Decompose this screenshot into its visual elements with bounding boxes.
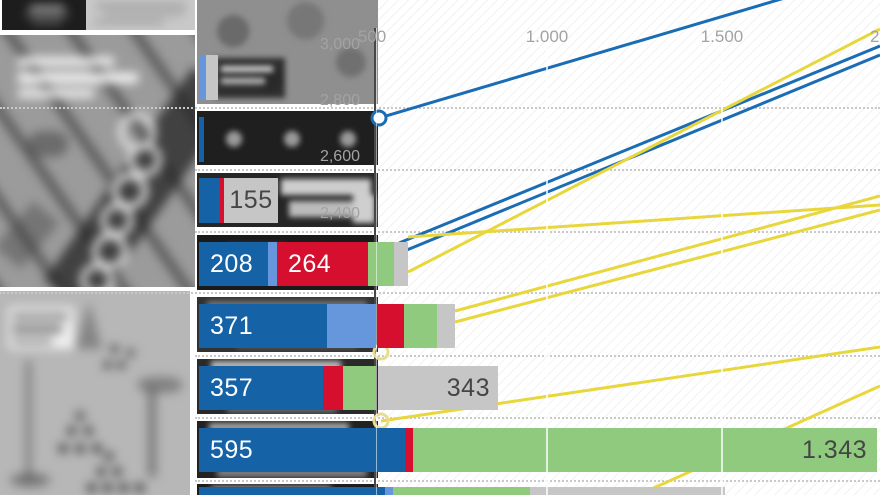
gridline-horizontal — [0, 107, 880, 109]
bar-value-label: 155 — [229, 186, 273, 214]
bar-segment-gray[interactable]: 343 — [378, 366, 498, 410]
bar-row-2 — [0, 117, 880, 162]
y-axis-tick-2400: 2,400 — [319, 205, 360, 222]
axis-line-highlight — [376, 28, 377, 495]
bar-value-label: 371 — [210, 311, 254, 340]
bar-segment-blue[interactable]: 357 — [199, 366, 334, 410]
bar-row-8 — [0, 487, 880, 495]
gridline-x1500 — [721, 28, 723, 495]
bar-segment-green[interactable]: 1.343 — [413, 428, 877, 472]
bar-segment-lightblue[interactable] — [327, 304, 376, 348]
bar-segment-lightblue[interactable] — [385, 487, 393, 495]
gridline-horizontal — [195, 169, 880, 171]
gridline-horizontal — [195, 480, 880, 482]
row-thumbnail-1[interactable] — [197, 0, 378, 104]
cover-art — [2, 0, 86, 30]
bar-segment-green[interactable] — [404, 304, 437, 348]
x-axis-tick-1000: 1.000 — [525, 27, 569, 46]
journal-cover-top-strip[interactable] — [86, 0, 195, 30]
row-thumbnail-2[interactable] — [197, 111, 378, 165]
bar-value-label: 1.343 — [801, 435, 867, 464]
trend-line-yellow-steep[interactable] — [407, 27, 880, 274]
cover-art — [0, 291, 190, 495]
bar-row-5: 371 — [0, 304, 880, 348]
bar-value-label: 208 — [210, 249, 254, 278]
thumbnail-art — [197, 0, 378, 104]
bar-segment-red[interactable] — [220, 178, 224, 223]
bar-segment-red[interactable] — [405, 428, 413, 472]
bar-segment-green[interactable] — [393, 487, 530, 495]
gridline-x1000 — [546, 28, 548, 495]
bar-segment-gray[interactable] — [206, 55, 218, 100]
bar-value-label: 595 — [210, 435, 254, 464]
thumbnail-art — [197, 173, 378, 227]
bar-segment-blue[interactable]: 371 — [199, 304, 338, 348]
bar-segment-red[interactable] — [323, 366, 343, 410]
plot-area-background — [378, 0, 880, 495]
trend-line-yellow-b[interactable] — [454, 208, 880, 324]
bar-segment-blue[interactable] — [199, 117, 204, 162]
bar-segment-gray[interactable] — [437, 304, 455, 348]
bar-segment-green[interactable] — [368, 242, 394, 286]
cover-art — [0, 35, 195, 287]
bar-segment-gray[interactable]: 155 — [224, 178, 278, 223]
trend-line-yellow-a[interactable] — [454, 194, 880, 313]
x-axis-tick-500: 500 — [357, 27, 387, 46]
gridline-horizontal — [0, 292, 880, 294]
y-axis-tick-3000: 3,000 — [319, 36, 360, 53]
bar-segment-blue[interactable]: 208 — [199, 242, 279, 286]
gridline-horizontal — [195, 231, 880, 233]
bar-segment-red[interactable]: 264 — [277, 242, 379, 286]
bar-row-3: 155 — [0, 178, 880, 223]
bar-row-6: 357 343 — [0, 366, 880, 410]
thumbnail-art — [197, 421, 378, 478]
bar-segment-blue[interactable] — [199, 178, 220, 223]
bar-segment-green[interactable] — [343, 366, 376, 410]
bar-segment-lightblue[interactable] — [199, 55, 206, 100]
data-point-marker-blue[interactable] — [370, 109, 388, 127]
bar-segment-lightblue[interactable] — [268, 242, 277, 286]
bar-value-label: 357 — [210, 373, 254, 402]
journal-cover-top-left[interactable] — [2, 0, 86, 30]
x-axis-tick-1500: 1.500 — [700, 27, 744, 46]
bar-segment-blue[interactable]: 595 — [199, 428, 416, 472]
gridline-horizontal — [195, 417, 880, 419]
bar-segment-gray[interactable] — [394, 242, 408, 286]
bar-row-1 — [0, 55, 880, 100]
trend-line-blue-1[interactable] — [378, 0, 788, 120]
bar-segment-gray[interactable] — [530, 487, 725, 495]
bar-row-7: 595 1.343 — [0, 428, 880, 472]
journal-cover-physical-chemistry[interactable] — [0, 288, 193, 495]
bar-segment-red[interactable] — [377, 304, 404, 348]
bar-row-4: 208 264 — [0, 242, 880, 286]
x-axis-tick-2000-clipped: 2 — [870, 27, 880, 46]
trend-line-blue-2[interactable] — [398, 44, 880, 245]
thumbnail-art — [197, 111, 378, 165]
y-axis-tick-2600: 2,600 — [319, 148, 360, 165]
y-axis-tick-2800: 2,800 — [319, 92, 360, 109]
journal-cover-microscopy[interactable] — [0, 35, 195, 287]
bar-value-label: 343 — [446, 373, 490, 402]
bar-segment-blue[interactable] — [199, 487, 385, 495]
bar-value-label: 264 — [288, 249, 332, 278]
gridline-horizontal — [195, 355, 880, 357]
cover-art — [86, 0, 195, 30]
